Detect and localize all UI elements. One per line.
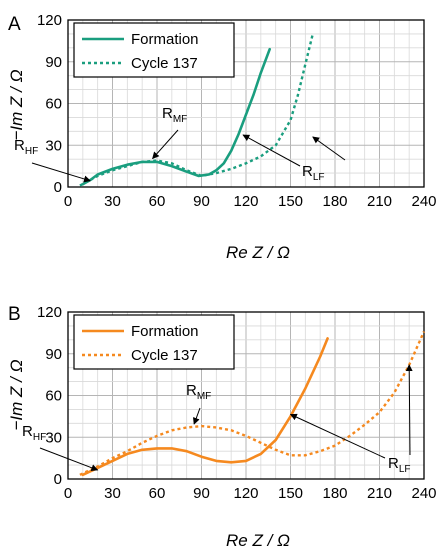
- x-tick-label: 210: [367, 485, 392, 502]
- y-tick-label: 0: [54, 471, 62, 488]
- x-tick-label: 0: [64, 485, 72, 502]
- annotation-r-hf: RHF: [14, 137, 38, 157]
- legend-b: Formation Cycle 137: [73, 314, 235, 370]
- legend-box: [73, 22, 235, 78]
- panel-label-a: A: [8, 14, 21, 35]
- legend-label: Formation: [131, 31, 199, 48]
- y-axis-label-a: −Im Z / Ω: [7, 69, 26, 140]
- x-tick-label: 210: [367, 193, 392, 210]
- legend-label: Cycle 137: [131, 55, 198, 72]
- y-tick-label: 90: [45, 346, 62, 363]
- legend-box: [73, 314, 235, 370]
- panel-label-b: B: [8, 304, 21, 325]
- annotation-arrow: [242, 134, 301, 167]
- x-tick-label: 120: [233, 485, 258, 502]
- x-tick-label: 180: [322, 193, 347, 210]
- annotation-arrow: [152, 129, 179, 160]
- x-axis-label-a: Re Z / Ω: [226, 243, 290, 262]
- y-tick-label: 30: [45, 137, 62, 154]
- series-line-cycle-137: [79, 331, 426, 476]
- y-tick-label: 120: [37, 304, 62, 321]
- x-tick-label: 240: [411, 193, 436, 210]
- series-b: [79, 331, 426, 477]
- x-tick-label: 60: [149, 485, 166, 502]
- annotation-arrow: [39, 447, 99, 472]
- annotation-arrow: [312, 136, 346, 161]
- y-tick-label: 30: [45, 429, 62, 446]
- annotation-subscript: MF: [173, 114, 187, 125]
- annotation-r-mf: RMF: [186, 382, 211, 402]
- x-tick-label: 30: [104, 485, 121, 502]
- x-tick-label: 120: [233, 193, 258, 210]
- annotation-subscript: LF: [399, 464, 411, 475]
- x-axis-label-b: Re Z / Ω: [226, 531, 290, 550]
- annotation-arrow: [405, 364, 413, 456]
- series-line-cycle-137: [79, 33, 314, 187]
- annotation-subscript: HF: [25, 146, 38, 157]
- y-axis-label-b: −Im Z / Ω: [7, 359, 26, 430]
- x-tick-label: 30: [104, 193, 121, 210]
- annotation-subscript: LF: [313, 172, 325, 183]
- x-tick-label: 150: [278, 485, 303, 502]
- y-tick-label: 120: [37, 12, 62, 29]
- annotation-arrow: [192, 407, 201, 425]
- annotation-r-lf: RLF: [388, 455, 411, 475]
- plot-frame: [67, 311, 425, 480]
- x-tick-label: 180: [322, 485, 347, 502]
- series-a: [79, 33, 314, 187]
- y-tick-label: 60: [45, 96, 62, 113]
- x-tick-label: 150: [278, 193, 303, 210]
- plot-frame: [67, 19, 425, 188]
- legend-label: Cycle 137: [131, 347, 198, 364]
- annotation-r-mf: RMF: [162, 105, 187, 125]
- x-tick-label: 240: [411, 485, 436, 502]
- ticks-a: 0 30 60 90 120 150 180 210 240 0 30 60 90 120: [37, 12, 437, 210]
- annotation-subscript: HF: [33, 432, 46, 443]
- y-tick-label: 0: [54, 179, 62, 196]
- legend-label: Formation: [131, 323, 199, 340]
- annotation-arrow: [31, 162, 91, 183]
- ticks-b: 0 30 60 90 120 150 180 210 240 0 30 60 90 120: [37, 304, 437, 502]
- x-tick-label: 90: [193, 193, 210, 210]
- annotation-arrow: [289, 413, 386, 459]
- x-tick-label: 90: [193, 485, 210, 502]
- panel-a: A −Im Z / Ω Re Z / Ω 0 30 60 90 120 150 180 210…: [7, 12, 437, 262]
- x-tick-label: 60: [149, 193, 166, 210]
- y-tick-label: 60: [45, 388, 62, 405]
- panel-b: B −Im Z / Ω Re Z / Ω 0 30 60 90 120 150 180 210…: [7, 304, 437, 550]
- series-line-formation: [81, 337, 329, 477]
- legend-a: Formation Cycle 137: [73, 22, 235, 78]
- x-tick-label: 0: [64, 193, 72, 210]
- y-tick-label: 90: [45, 54, 62, 71]
- annotation-r-hf: RHF: [22, 423, 46, 443]
- annotation-subscript: MF: [197, 391, 211, 402]
